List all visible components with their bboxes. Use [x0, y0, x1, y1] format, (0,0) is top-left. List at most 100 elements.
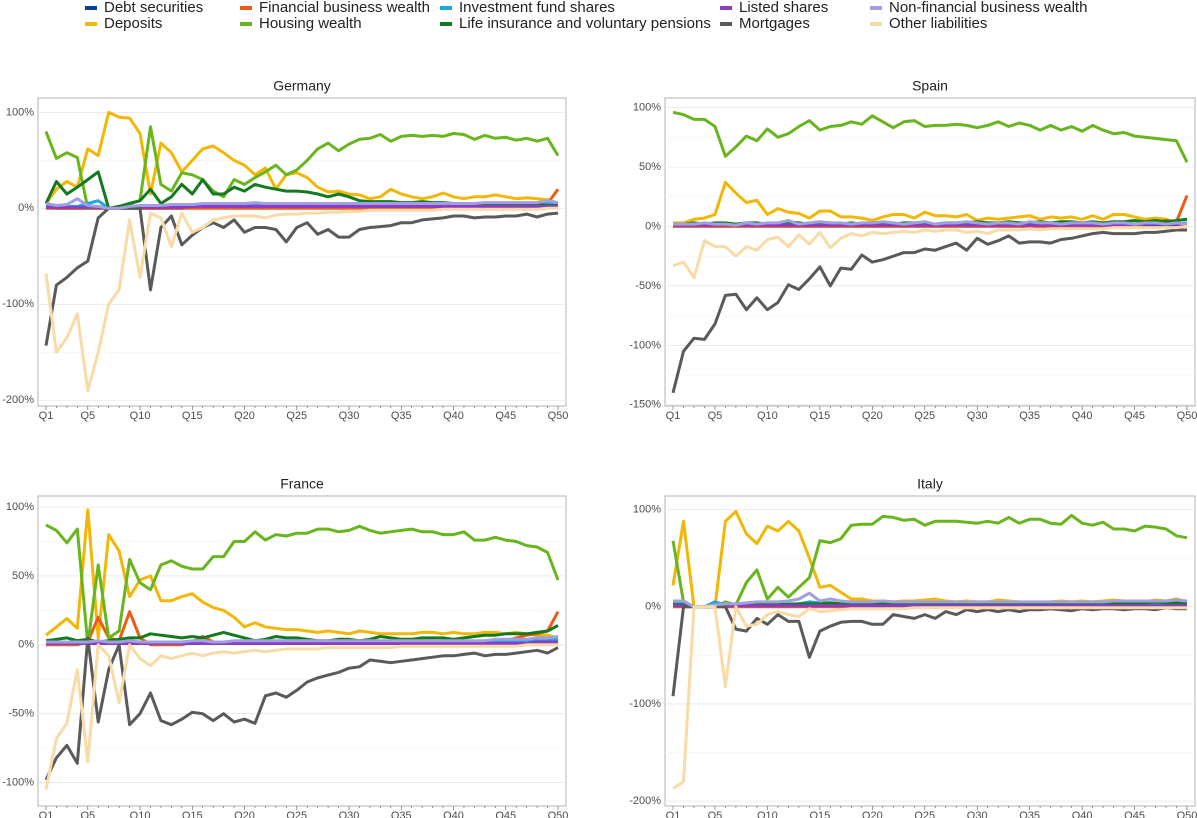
- x-tick-label: Q15: [182, 410, 203, 422]
- panel-title: France: [280, 476, 324, 492]
- y-tick-label: -100%: [2, 298, 34, 310]
- legend-label: Non-financial business wealth: [889, 0, 1087, 16]
- x-tick-label: Q35: [1019, 810, 1040, 818]
- x-tick-label: Q10: [757, 410, 778, 422]
- x-tick-label: Q40: [443, 810, 464, 818]
- y-tick-label: 100%: [633, 101, 661, 113]
- y-tick-label: 100%: [633, 504, 661, 516]
- y-tick-label: -100%: [629, 339, 661, 351]
- panel-title: Germany: [273, 78, 331, 94]
- x-tick-label: Q50: [1177, 810, 1197, 818]
- x-tick-label: Q30: [339, 810, 360, 818]
- series-line: [45, 624, 559, 644]
- series-line: [672, 605, 1187, 790]
- series-line: [671, 228, 1187, 394]
- series-line: [45, 523, 560, 647]
- series-line: [673, 604, 1187, 609]
- x-tick-label: Q20: [234, 810, 255, 818]
- x-tick-label: Q40: [443, 410, 464, 422]
- x-tick-label: Q35: [391, 810, 412, 818]
- y-tick-label: -100%: [629, 698, 661, 710]
- x-tick-label: Q20: [234, 410, 255, 422]
- series-line: [672, 110, 1189, 163]
- legend-label: Housing wealth: [259, 15, 362, 32]
- x-tick-label: Q25: [286, 810, 307, 818]
- legend-label: Investment fund shares: [459, 0, 615, 16]
- x-tick-label: Q20: [862, 810, 883, 818]
- x-tick-label: Q5: [708, 410, 723, 422]
- x-tick-label: Q5: [708, 810, 723, 818]
- x-tick-label: Q35: [391, 410, 412, 422]
- x-tick-label: Q40: [1072, 410, 1093, 422]
- x-tick-label: Q45: [1124, 410, 1145, 422]
- plot-background: [664, 495, 1196, 807]
- series-line: [673, 219, 1188, 227]
- plot-background: [37, 495, 567, 807]
- y-tick-label: -200%: [629, 795, 661, 807]
- y-tick-label: 50%: [12, 570, 34, 582]
- y-tick-label: 100%: [6, 106, 34, 118]
- x-tick-label: Q15: [809, 410, 830, 422]
- x-tick-label: Q10: [130, 810, 151, 818]
- x-tick-label: Q1: [666, 810, 681, 818]
- y-tick-label: 0%: [645, 220, 661, 232]
- y-tick-label: -100%: [2, 776, 34, 788]
- y-tick-label: -50%: [8, 708, 34, 720]
- y-tick-label: 100%: [6, 501, 34, 513]
- series-line: [44, 110, 559, 205]
- legend-label: Financial business wealth: [259, 0, 430, 16]
- series-line: [46, 640, 558, 645]
- series-line: [46, 635, 559, 644]
- plot-background: [664, 97, 1196, 407]
- x-tick-label: Q10: [130, 410, 151, 422]
- y-tick-label: 50%: [639, 161, 661, 173]
- y-tick-label: 0%: [645, 601, 661, 613]
- legend-label: Other liabilities: [889, 15, 987, 32]
- x-tick-label: Q30: [967, 410, 988, 422]
- legend-label: Mortgages: [739, 15, 810, 32]
- y-tick-label: -150%: [629, 399, 661, 411]
- series-line: [672, 224, 1188, 280]
- legend-label: Deposits: [104, 15, 162, 32]
- x-tick-label: Q45: [495, 810, 516, 818]
- y-tick-label: -200%: [2, 394, 34, 406]
- legend-label: Debt securities: [104, 0, 203, 16]
- x-tick-label: Q45: [1124, 810, 1145, 818]
- y-tick-label: 0%: [18, 639, 34, 651]
- x-tick-label: Q35: [1019, 410, 1040, 422]
- x-tick-label: Q30: [339, 410, 360, 422]
- series-line: [673, 591, 1188, 609]
- legend-label: Listed shares: [739, 0, 828, 16]
- panel-title: Spain: [912, 78, 948, 94]
- x-tick-label: Q50: [548, 410, 569, 422]
- series-line: [44, 206, 558, 393]
- x-tick-label: Q30: [967, 810, 988, 818]
- series-line: [671, 513, 1188, 609]
- x-tick-label: Q25: [914, 810, 935, 818]
- x-tick-label: Q15: [182, 810, 203, 818]
- x-tick-label: Q1: [666, 410, 681, 422]
- series-line: [673, 180, 1188, 226]
- panel-title: Italy: [917, 476, 943, 492]
- y-tick-label: -50%: [635, 280, 661, 292]
- x-tick-label: Q15: [809, 810, 830, 818]
- x-tick-label: Q25: [914, 410, 935, 422]
- y-tick-label: 0%: [18, 202, 34, 214]
- x-tick-label: Q20: [862, 410, 883, 422]
- plot-background: [37, 97, 567, 407]
- series-line: [44, 636, 559, 781]
- series-line: [44, 206, 559, 346]
- x-tick-label: Q1: [39, 410, 54, 422]
- x-tick-label: Q5: [80, 410, 95, 422]
- series-line: [45, 508, 559, 640]
- x-tick-label: Q1: [39, 810, 54, 818]
- x-tick-label: Q5: [80, 810, 95, 818]
- series-line: [45, 197, 559, 210]
- x-tick-label: Q25: [286, 410, 307, 422]
- x-tick-label: Q45: [495, 410, 516, 422]
- x-tick-label: Q40: [1072, 810, 1093, 818]
- x-tick-label: Q50: [1177, 410, 1197, 422]
- legend-label: Life insurance and voluntary pensions: [459, 15, 711, 32]
- series-line: [44, 643, 558, 790]
